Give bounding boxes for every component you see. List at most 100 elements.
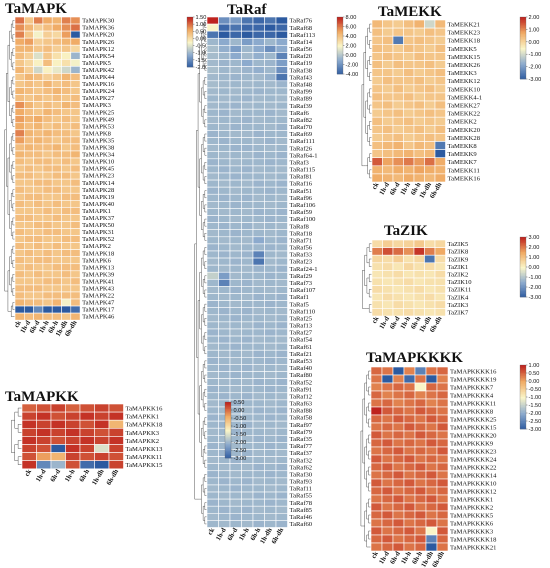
colorbar-segment [520, 376, 526, 379]
column-label: 6h-d [389, 550, 402, 565]
heatmap-cell [381, 414, 394, 424]
colorbar-segment [337, 35, 343, 38]
heatmap-cell [252, 80, 265, 89]
colorbar-segment [187, 63, 193, 65]
colorbar-segment [520, 38, 526, 41]
heatmap-cell [382, 84, 394, 94]
colorbar-segment [520, 374, 526, 377]
heatmap-cell [275, 158, 288, 167]
heatmap-cell [382, 292, 394, 302]
heatmap-cell [252, 477, 265, 486]
heatmap-cell [403, 262, 415, 271]
heatmap-cell [264, 413, 277, 422]
heatmap-cell [23, 136, 34, 145]
heatmap-cell [241, 491, 254, 500]
row-label: TaRaf52 [290, 379, 313, 386]
colorbar-segment [520, 276, 526, 278]
heatmap-cell [51, 235, 62, 243]
heatmap-cell [61, 58, 72, 67]
heatmap-cell [23, 192, 34, 201]
heatmap-cell [275, 257, 288, 266]
heatmap-panel-tamekk: TaMEKKTaMEKK21TaMEKK23TaMEKK18TaMEKK5TaM… [361, 4, 542, 200]
heatmap-cell [392, 292, 404, 302]
colorbar-segment [520, 406, 526, 409]
colorbar-tick-label: 0.00 [346, 53, 357, 59]
row-label: TaRaf11 [290, 486, 312, 493]
heatmap-cell [392, 526, 405, 536]
heatmap-cell [218, 307, 231, 316]
heatmap-cell [434, 43, 446, 53]
heatmap-cell [23, 164, 34, 173]
colorbar-segment [520, 74, 526, 77]
heatmap-cell [252, 498, 265, 507]
colorbar-tick-label: -1.00 [529, 52, 542, 58]
heatmap-cell [218, 512, 231, 521]
heatmap-cell [381, 502, 394, 512]
heatmap-cell [252, 371, 265, 379]
heatmap-cell [33, 178, 44, 187]
heatmap-cell [218, 137, 231, 145]
heatmap-cell [403, 157, 415, 167]
heatmap-cell [14, 312, 25, 321]
heatmap-cell [70, 30, 81, 39]
heatmap-cell [392, 165, 404, 175]
heatmap-cell [241, 520, 254, 528]
row-label: TaRaf35 [290, 436, 313, 443]
row-label: TaZIK5 [448, 241, 469, 248]
heatmap-cell [70, 87, 81, 95]
heatmap-cell [70, 207, 81, 215]
heatmap-cell [252, 179, 265, 188]
heatmap-cell [275, 193, 288, 202]
heatmap-cell [264, 73, 277, 82]
heatmap-cell [403, 27, 415, 37]
colorbar-segment [520, 285, 526, 287]
heatmap-cell [241, 193, 254, 202]
heatmap-cell [229, 371, 242, 379]
heatmap-cell [264, 279, 277, 287]
row-label: TaMAPK47 [82, 300, 115, 307]
heatmap-cell [252, 115, 265, 124]
heatmap-cell [434, 300, 446, 309]
heatmap-cell [241, 87, 254, 96]
heatmap-cell [252, 463, 265, 472]
colorbar-segment [337, 54, 343, 56]
heatmap-cell [252, 144, 265, 153]
heatmap-cell [206, 293, 219, 301]
colorbar-segment [337, 66, 343, 69]
heatmap-cell [264, 420, 277, 429]
colorbar-segment [337, 48, 343, 51]
heatmap-cell [252, 399, 265, 408]
heatmap-cell [61, 87, 72, 95]
heatmap-cell [252, 264, 265, 273]
heatmap-cell [61, 284, 72, 293]
colorbar-segment [187, 24, 193, 27]
heatmap-cell [108, 452, 124, 462]
heatmap-cell [381, 430, 394, 440]
colorbar-tick-label: -2.00 [529, 65, 542, 71]
colorbar-segment [337, 24, 343, 26]
heatmap-cell [21, 444, 37, 453]
heatmap-cell [33, 30, 44, 39]
row-label: TaMAPKK18 [126, 422, 164, 429]
colorbar-segment [187, 43, 193, 45]
heatmap-cell [241, 342, 254, 351]
heatmap-cell [413, 262, 425, 271]
colorbar-segment [520, 408, 526, 411]
heatmap-cell [264, 130, 277, 138]
heatmap-cell [218, 215, 231, 223]
heatmap-cell [434, 60, 446, 69]
heatmap-cell [264, 264, 277, 273]
heatmap-cell [36, 419, 52, 429]
heatmap-cell [275, 186, 288, 195]
heatmap-cell [42, 30, 53, 39]
heatmap-cell [392, 454, 405, 464]
heatmap-cell [206, 420, 219, 429]
heatmap-cell [229, 477, 242, 486]
heatmap-cell [61, 157, 72, 166]
heatmap-cell [206, 342, 219, 351]
heatmap-cell [206, 108, 219, 117]
heatmap-cell [23, 249, 34, 257]
row-label: TaRaf111 [290, 138, 315, 145]
row-label: TaMAPKKKK18 [450, 536, 497, 543]
heatmap-cell [206, 229, 219, 238]
